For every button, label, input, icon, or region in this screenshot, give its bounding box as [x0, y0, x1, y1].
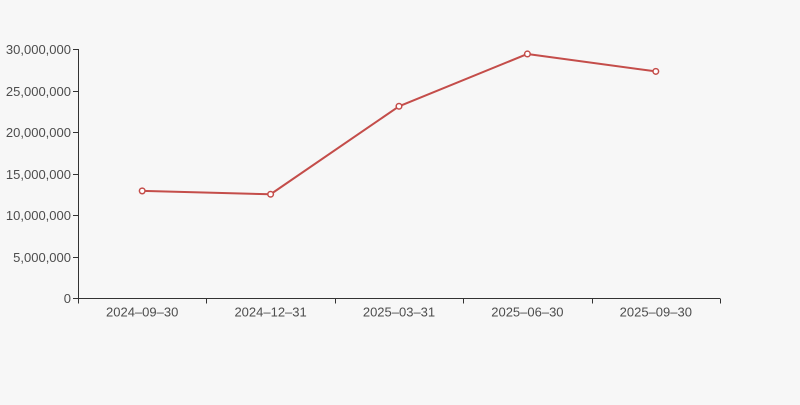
y-tick-label: 30,000,000: [6, 42, 71, 57]
x-tick-label: 2025–06–30: [491, 305, 563, 320]
x-tick-label: 2024–09–30: [106, 305, 178, 320]
x-tick-label: 2024–12–31: [234, 305, 306, 320]
data-point-marker[interactable]: [267, 190, 275, 198]
y-tick-label: 15,000,000: [6, 167, 71, 182]
y-tick-label: 5,000,000: [13, 250, 71, 265]
data-point-marker[interactable]: [138, 187, 146, 195]
y-tick-label: 10,000,000: [6, 208, 71, 223]
series-line: [141, 52, 657, 196]
y-tick-label: 0: [64, 291, 71, 306]
data-point-marker[interactable]: [652, 67, 660, 75]
x-tick-label: 2025–03–31: [363, 305, 435, 320]
y-tick-label: 20,000,000: [6, 125, 71, 140]
data-point-marker[interactable]: [523, 50, 531, 58]
y-tick-label: 25,000,000: [6, 84, 71, 99]
x-tick-label: 2025–09–30: [620, 305, 692, 320]
data-point-marker[interactable]: [395, 102, 403, 110]
